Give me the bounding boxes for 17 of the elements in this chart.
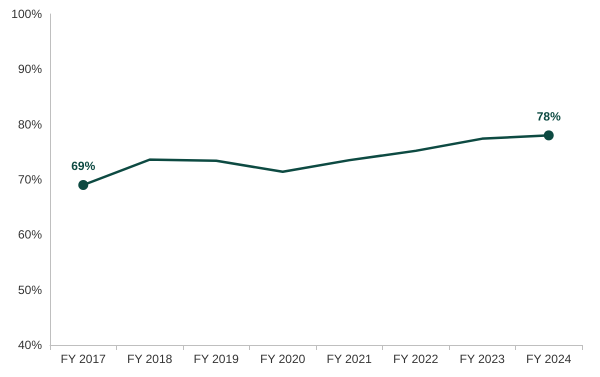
x-tick-label: FY 2023 [460,352,506,366]
y-tick-label: 50% [18,282,42,297]
y-tick-label: 40% [18,338,42,352]
x-tick-label: FY 2017 [60,352,106,366]
x-tick-label: FY 2021 [326,352,372,366]
x-tick-label: FY 2020 [260,352,306,366]
x-tick-label: FY 2022 [393,352,439,366]
data-label: 78% [536,109,562,124]
y-tick-label: 90% [18,62,42,76]
data-label: 69% [71,159,96,174]
x-tick-label: FY 2018 [127,352,173,366]
y-tick-label: 100% [11,7,42,21]
y-tick-label: 60% [18,228,42,242]
y-tick-label: 80% [18,117,42,132]
x-tick-label: FY 2024 [526,352,572,366]
y-tick-label: 70% [18,172,42,186]
x-tick-label: FY 2019 [194,352,240,366]
